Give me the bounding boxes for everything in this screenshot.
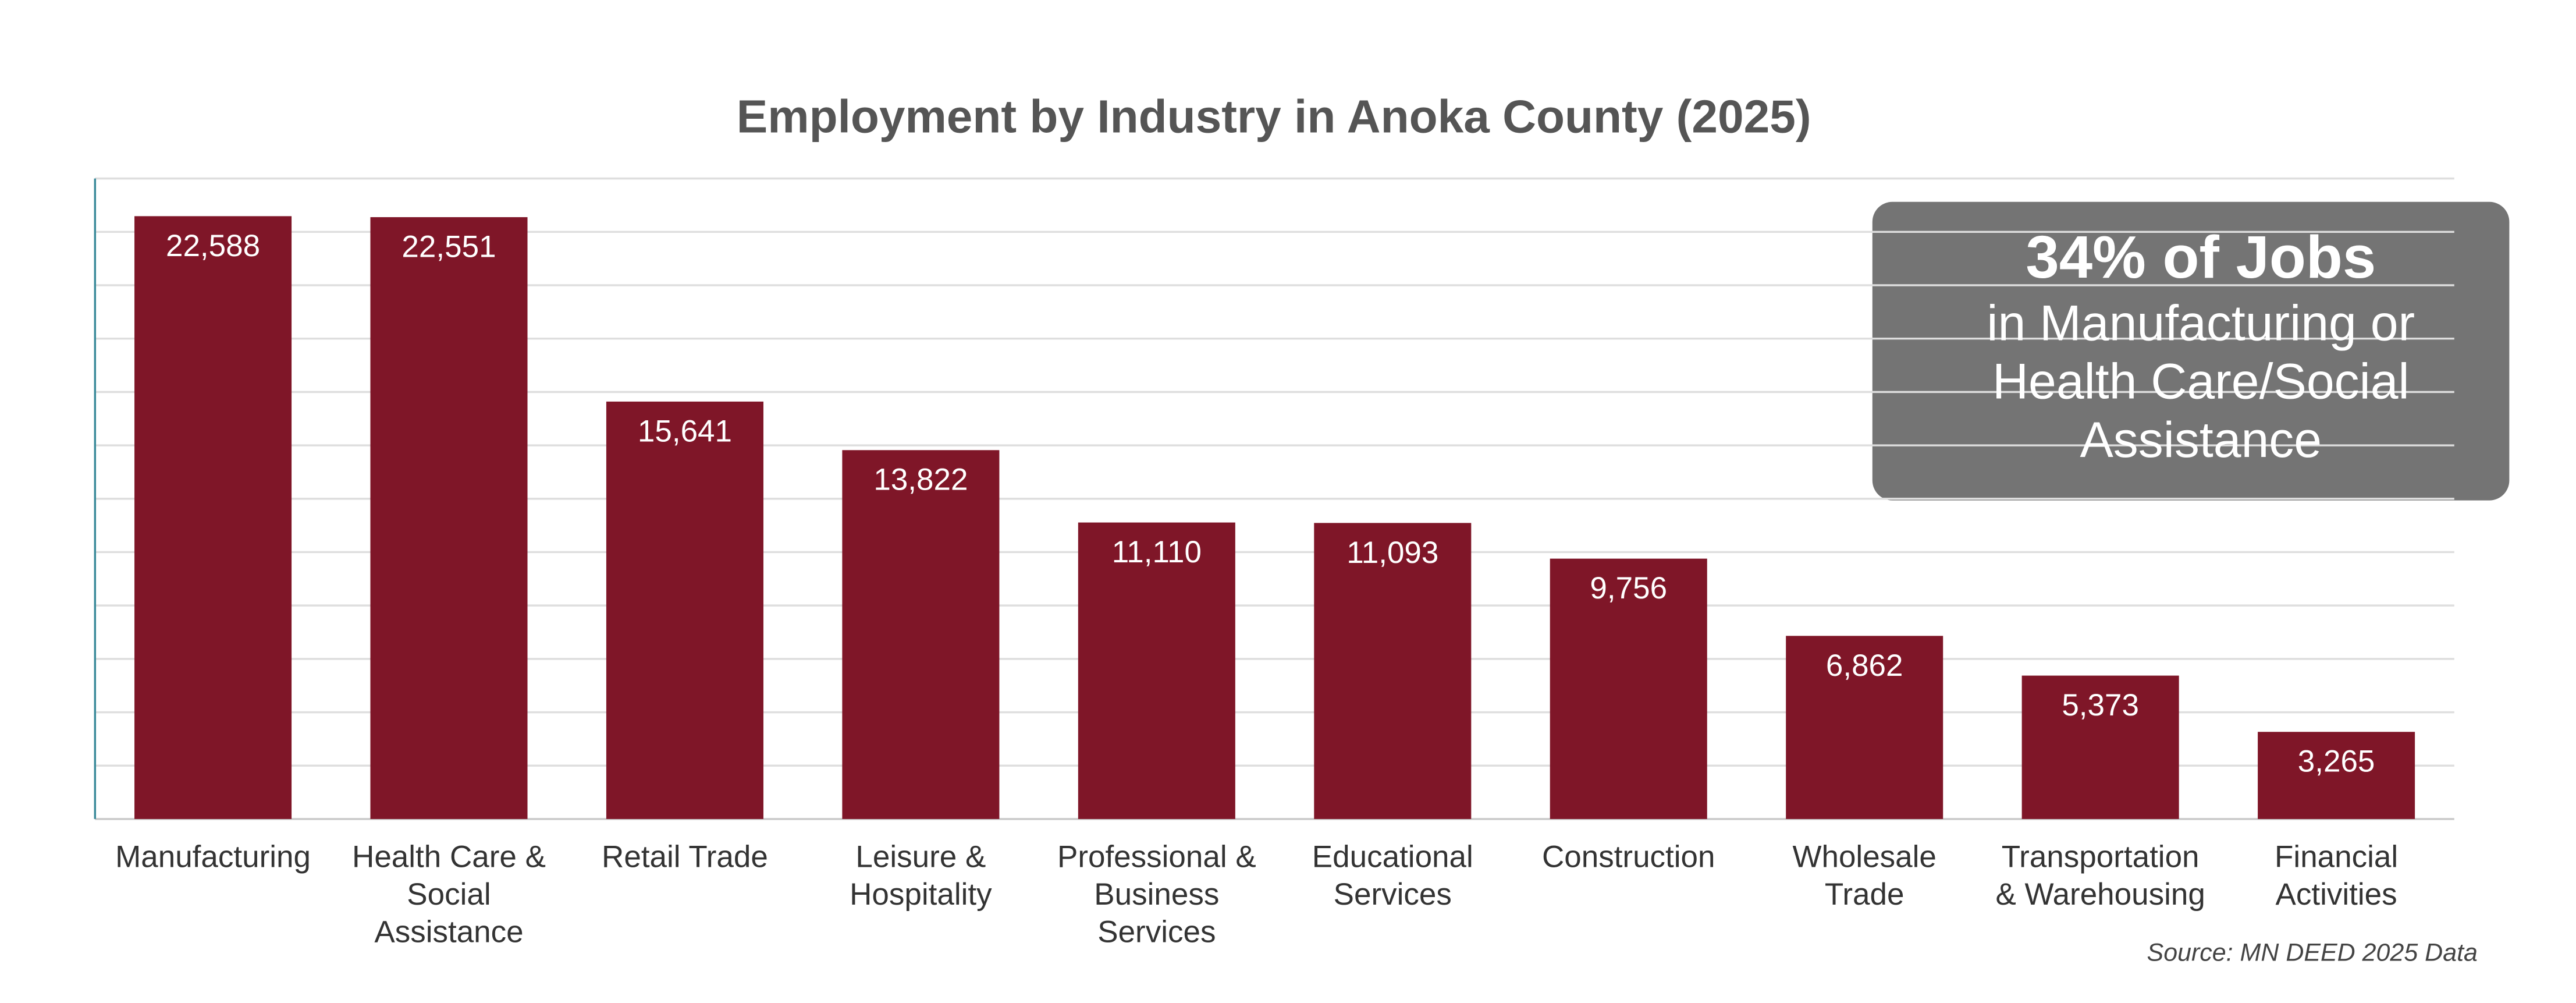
value-label: 9,756 [1590,571,1667,605]
value-label: 11,110 [1112,535,1202,569]
x-tick-label: Financial Activities [2275,840,2398,912]
bar [2021,675,2179,819]
bar [606,401,763,819]
x-tick-label: Manufacturing [115,840,311,874]
x-tick-label: Construction [1542,840,1715,874]
value-label: 6,862 [1826,648,1903,683]
value-label: 3,265 [2298,745,2375,779]
annotation-line: in Manufacturing or [1987,295,2415,351]
value-label: 5,373 [2062,688,2139,722]
value-label: 13,822 [873,463,968,497]
annotation-line: Assistance [2080,412,2322,468]
x-tick-label: Leisure & Hospitality [850,840,992,912]
annotation-box [1872,201,2510,501]
annotation-headline: 34% of Jobs [2026,224,2376,290]
bar [1550,558,1707,819]
x-tick-label: Transportation & Warehousing [1995,840,2205,912]
value-label: 15,641 [638,414,732,448]
bar [842,450,1000,819]
chart-title: Employment by Industry in Anoka County (… [737,91,1811,143]
x-tick-label: Retail Trade [602,840,768,874]
value-label: 22,588 [166,229,260,263]
bar [1314,523,1472,819]
source-note: Source: MN DEED 2025 Data [2147,938,2478,966]
value-label: 22,551 [401,229,496,264]
bar [2258,732,2415,819]
x-tick-label: Professional & Business Services [1057,840,1256,949]
annotation-line: Health Care/Social [1992,354,2410,410]
x-tick-label: Educational Services [1312,840,1473,912]
bar [1786,636,1943,819]
bar [134,216,292,819]
x-tick-label: Wholesale Trade [1792,840,1936,912]
x-tick-label: Health Care & Social Assistance [352,840,546,949]
bar [370,217,528,819]
value-label: 11,093 [1346,536,1438,570]
bar [1078,522,1235,819]
